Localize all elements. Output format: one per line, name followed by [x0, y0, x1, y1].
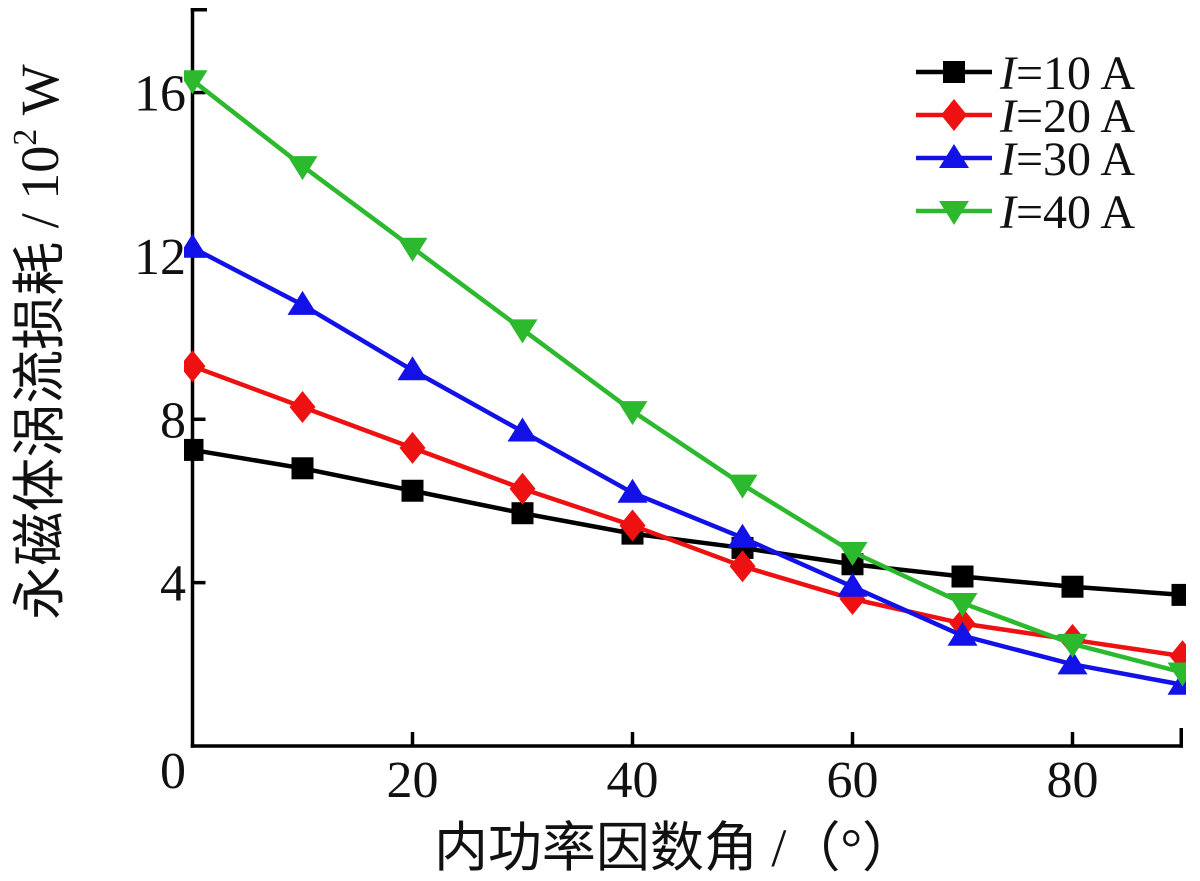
series-marker	[947, 621, 978, 646]
series-i10a	[184, 438, 1186, 606]
series-marker	[507, 319, 538, 344]
series-marker	[399, 431, 426, 464]
legend-label-i30: I=30 A	[999, 133, 1135, 186]
series-marker	[1057, 633, 1088, 658]
legend-label-i10: I=10 A	[999, 47, 1135, 100]
series-marker	[727, 523, 758, 548]
y-tick-label: 16	[134, 66, 186, 123]
series-marker	[287, 290, 318, 315]
series-marker	[617, 478, 648, 503]
series-marker	[1167, 662, 1186, 687]
series-marker	[397, 237, 428, 262]
series-marker	[397, 356, 428, 381]
plot-series	[184, 70, 1186, 695]
legend-label-i20: I=20 A	[999, 90, 1135, 143]
series-marker	[951, 565, 974, 588]
series-marker	[184, 350, 206, 383]
y-tick-label: 8	[160, 392, 186, 449]
legend-marker	[939, 144, 969, 168]
legend-label-i40: I=40 A	[999, 186, 1135, 239]
legend-sample-i10	[916, 61, 992, 83]
series-marker	[1061, 575, 1084, 598]
series-marker	[1057, 650, 1088, 675]
series-i30a	[184, 233, 1186, 695]
series-i40a	[184, 70, 1186, 687]
series-marker	[401, 479, 424, 502]
series-marker	[184, 70, 208, 95]
series-line	[191, 245, 1183, 687]
y-tick-label: 4	[160, 556, 186, 613]
series-marker	[727, 474, 758, 499]
series-marker	[184, 233, 208, 258]
x-tick-label: 60	[827, 752, 879, 809]
series-marker	[507, 417, 538, 442]
series-marker	[287, 156, 318, 181]
series-i20a	[184, 350, 1186, 673]
x-tick-label: 20	[387, 752, 439, 809]
y-axis-title: 永磁体涡流损耗 / 102 W	[7, 64, 70, 620]
series-marker	[509, 472, 536, 505]
y-tick-label: 12	[134, 229, 186, 286]
legend-sample-i20	[916, 99, 992, 131]
legend-marker	[939, 201, 969, 225]
series-marker	[617, 401, 648, 426]
series-marker	[729, 550, 756, 583]
series-marker	[291, 457, 314, 480]
series-marker	[837, 542, 868, 567]
legend-marker	[943, 61, 965, 83]
x-axis-title: 内功率因数角 /（°）	[434, 818, 916, 878]
x-tick-label: 80	[1047, 752, 1099, 809]
legend-marker	[941, 99, 967, 131]
series-marker	[837, 572, 868, 597]
legend: I=10 A I=20 A I=30 A I=40 A	[916, 47, 1135, 239]
series-marker	[184, 438, 204, 461]
series-marker	[619, 509, 646, 542]
series-line	[192, 447, 1183, 598]
series-marker	[947, 593, 978, 618]
legend-sample-i40	[916, 201, 992, 225]
series-marker	[511, 502, 534, 525]
y-axis-ticks: 0 4 8 12 16	[134, 66, 206, 800]
x-axis-ticks: 20 40 60 80	[387, 732, 1099, 809]
series-line	[191, 78, 1184, 675]
legend-sample-i30	[916, 144, 992, 168]
series-marker	[1171, 583, 1186, 606]
x-tick-label: 40	[607, 752, 659, 809]
y-tick-label: 0	[160, 743, 186, 800]
series-line	[191, 364, 1183, 659]
series-marker	[289, 391, 316, 424]
